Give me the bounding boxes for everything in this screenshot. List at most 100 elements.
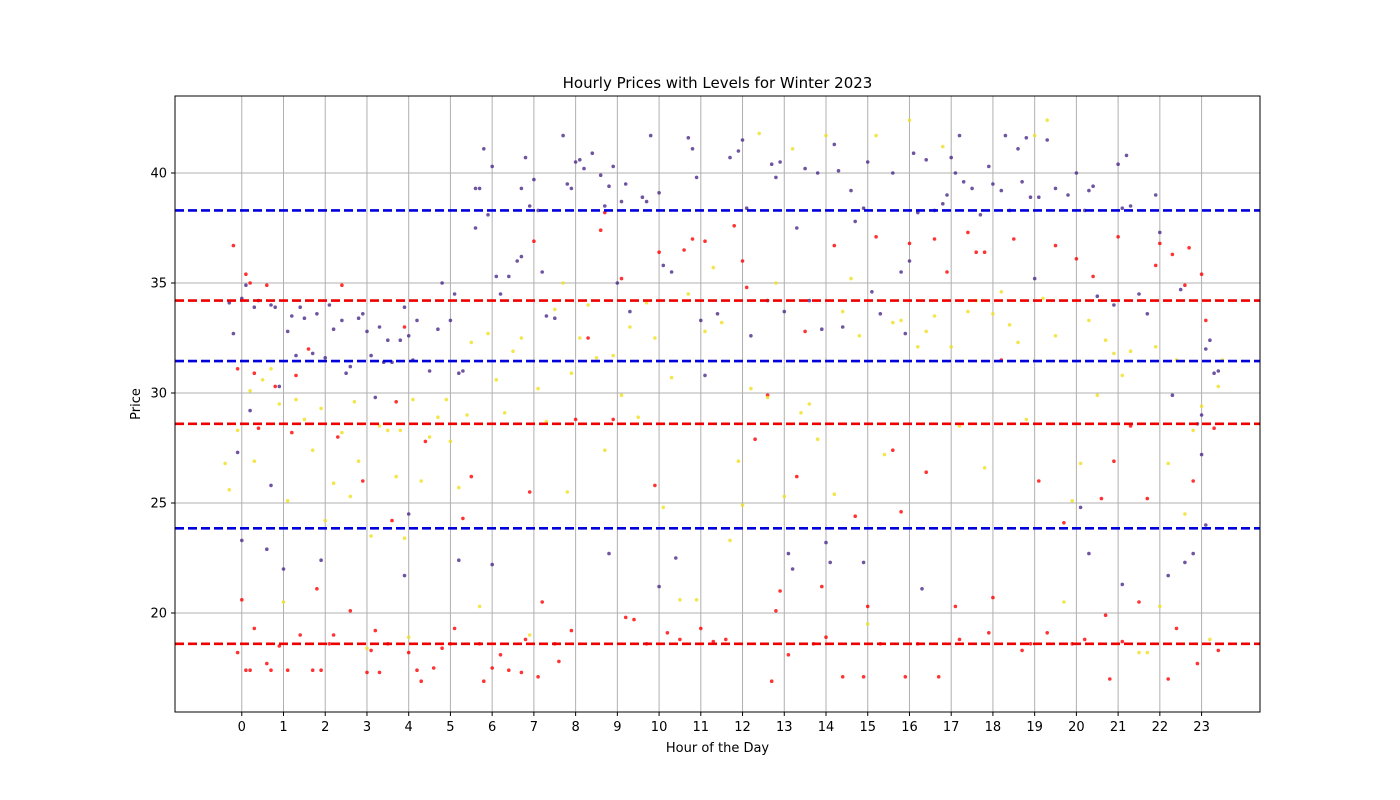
data-point-yellow (227, 488, 232, 492)
data-point-yellow (1016, 340, 1020, 345)
data-point-red (557, 659, 561, 664)
data-point-red (310, 668, 315, 672)
data-point-purple (1045, 138, 1049, 142)
data-point-yellow (619, 393, 624, 398)
data-point-red (1099, 496, 1104, 501)
data-point-purple (870, 290, 874, 294)
data-point-red (331, 633, 336, 637)
data-point-yellow (277, 402, 282, 406)
data-point-purple (1074, 171, 1079, 175)
level-lines-layer (175, 209, 1260, 646)
data-point-purple (553, 316, 557, 321)
data-point-purple (607, 551, 611, 556)
data-point-red (1183, 283, 1187, 288)
data-point-yellow (436, 415, 440, 420)
data-point-purple (1087, 188, 1091, 193)
data-point-purple (235, 450, 240, 455)
data-point-purple (240, 538, 244, 543)
data-point-purple (865, 160, 870, 164)
data-point-yellow (402, 536, 407, 540)
data-point-red (361, 479, 365, 483)
data-point-yellow (1191, 428, 1195, 433)
data-point-purple (1208, 338, 1212, 343)
data-point-purple (786, 551, 791, 556)
data-point-yellow (661, 505, 666, 510)
data-point-red (1166, 677, 1170, 681)
data-point-red (294, 373, 298, 378)
data-point-yellow (561, 281, 565, 285)
x-tick-label: 18 (985, 720, 1002, 735)
data-point-purple (615, 281, 620, 285)
data-point-purple (448, 318, 453, 323)
data-point-purple (269, 303, 273, 307)
data-point-purple (457, 558, 461, 562)
data-point-yellow (740, 503, 745, 508)
data-point-purple (961, 180, 966, 184)
data-point-yellow (1216, 384, 1221, 389)
data-point-yellow (891, 320, 895, 325)
data-point-red (865, 604, 870, 609)
data-point-red (431, 666, 436, 670)
data-point-purple (891, 171, 895, 175)
data-point-purple (507, 274, 511, 279)
data-point-red (953, 604, 958, 609)
data-point-yellow (832, 492, 837, 497)
data-point-red (753, 437, 757, 442)
data-point-yellow (824, 133, 828, 138)
data-point-red (853, 514, 857, 518)
data-point-yellow (907, 118, 912, 122)
data-point-yellow (686, 292, 691, 296)
data-point-red (1103, 613, 1108, 617)
data-point-purple (452, 292, 457, 296)
data-point-purple (1199, 413, 1204, 417)
data-point-red (774, 609, 778, 613)
data-point-purple (294, 353, 298, 358)
data-point-red (1153, 263, 1158, 268)
data-point-red (1074, 257, 1079, 261)
y-tick-label: 25 (150, 497, 167, 512)
data-point-purple (302, 316, 307, 321)
data-point-purple (648, 133, 653, 138)
data-point-red (265, 283, 269, 288)
data-point-purple (957, 133, 962, 138)
data-point-purple (832, 142, 837, 147)
data-point-purple (277, 384, 282, 389)
data-point-purple (907, 259, 912, 263)
data-point-purple (836, 169, 841, 173)
data-point-purple (820, 327, 824, 332)
x-tick-label: 16 (901, 720, 918, 735)
data-point-yellow (774, 281, 778, 285)
data-point-red (273, 384, 278, 389)
data-point-yellow (991, 312, 995, 316)
data-point-purple (924, 158, 928, 162)
data-point-yellow (1007, 323, 1012, 327)
data-point-yellow (578, 336, 582, 340)
data-point-purple (265, 547, 269, 551)
data-point-yellow (281, 600, 286, 604)
data-point-yellow (603, 448, 607, 453)
data-point-purple (736, 149, 741, 153)
data-point-yellow (448, 439, 453, 444)
data-point-red (1012, 237, 1016, 241)
data-point-purple (319, 558, 323, 562)
data-point-yellow (636, 415, 640, 420)
data-point-purple (252, 305, 257, 310)
data-point-purple (911, 151, 916, 155)
data-point-purple (1145, 312, 1150, 316)
data-point-yellow (352, 400, 357, 404)
data-point-purple (1016, 147, 1020, 151)
data-point-red (1199, 272, 1204, 277)
data-point-red (769, 679, 774, 683)
data-point-red (298, 633, 303, 637)
data-point-yellow (235, 428, 240, 433)
data-point-red (290, 430, 294, 435)
data-point-purple (824, 540, 828, 545)
data-point-red (744, 285, 749, 290)
data-point-yellow (586, 303, 590, 307)
data-point-red (235, 367, 240, 371)
data-point-purple (840, 325, 845, 329)
data-point-purple (402, 305, 407, 310)
data-point-red (795, 474, 799, 479)
data-point-red (907, 241, 912, 246)
